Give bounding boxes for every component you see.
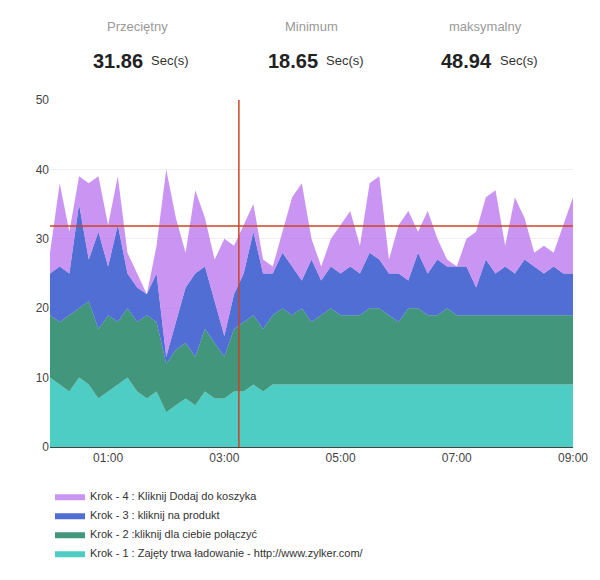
svg-text:Minimum: Minimum — [285, 19, 338, 34]
svg-text:30: 30 — [36, 232, 50, 246]
svg-text:Krok - 1 : Zajęty trwa ładowan: Krok - 1 : Zajęty trwa ładowanie - http:… — [90, 547, 364, 559]
svg-text:40: 40 — [36, 163, 50, 177]
svg-text:09:00: 09:00 — [558, 451, 588, 465]
svg-text:10: 10 — [36, 371, 50, 385]
svg-text:05:00: 05:00 — [326, 451, 356, 465]
svg-text:Sec(s): Sec(s) — [500, 53, 538, 68]
svg-text:48.94: 48.94 — [441, 50, 492, 72]
svg-text:03:00: 03:00 — [209, 451, 239, 465]
svg-text:07:00: 07:00 — [442, 451, 472, 465]
svg-text:Sec(s): Sec(s) — [151, 53, 189, 68]
svg-text:Przeciętny: Przeciętny — [107, 19, 168, 34]
svg-text:Krok - 3 : kliknij na produkt: Krok - 3 : kliknij na produkt — [90, 509, 220, 521]
svg-text:Krok - 2 :kliknij dla ciebie p: Krok - 2 :kliknij dla ciebie połączyć — [90, 528, 257, 540]
svg-text:20: 20 — [36, 301, 50, 315]
svg-text:01:00: 01:00 — [93, 451, 123, 465]
svg-text:Sec(s): Sec(s) — [326, 53, 364, 68]
svg-text:31.86: 31.86 — [93, 50, 143, 72]
svg-text:0: 0 — [42, 440, 49, 454]
svg-text:Krok - 4 : Kliknij Dodaj do ko: Krok - 4 : Kliknij Dodaj do koszyka — [90, 490, 257, 502]
svg-text:18.65: 18.65 — [268, 50, 318, 72]
svg-text:maksymalny: maksymalny — [449, 19, 522, 34]
svg-text:50: 50 — [36, 93, 50, 107]
